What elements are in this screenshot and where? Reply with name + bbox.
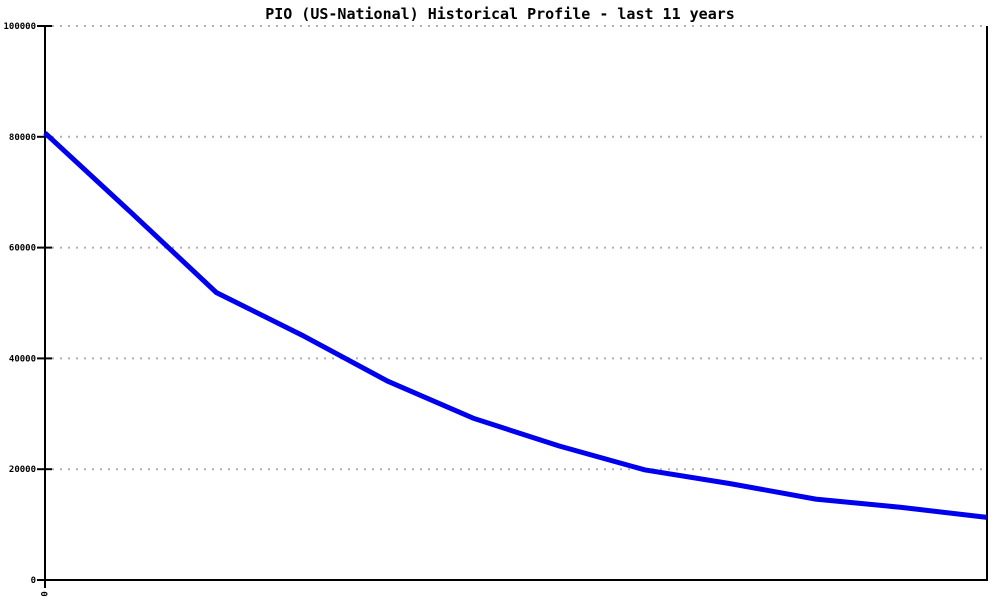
y-tick-label: 0 bbox=[31, 576, 36, 586]
y-tick-label: 20000 bbox=[9, 465, 36, 475]
y-tick-label: 40000 bbox=[9, 354, 36, 364]
y-tick-label: 100000 bbox=[3, 22, 36, 32]
y-tick-label: 60000 bbox=[9, 244, 36, 254]
y-tick-label: 80000 bbox=[9, 133, 36, 143]
chart-title: PIO (US-National) Historical Profile - l… bbox=[265, 5, 735, 23]
data-line bbox=[43, 131, 988, 520]
x-tick-label: 0 bbox=[38, 591, 48, 596]
